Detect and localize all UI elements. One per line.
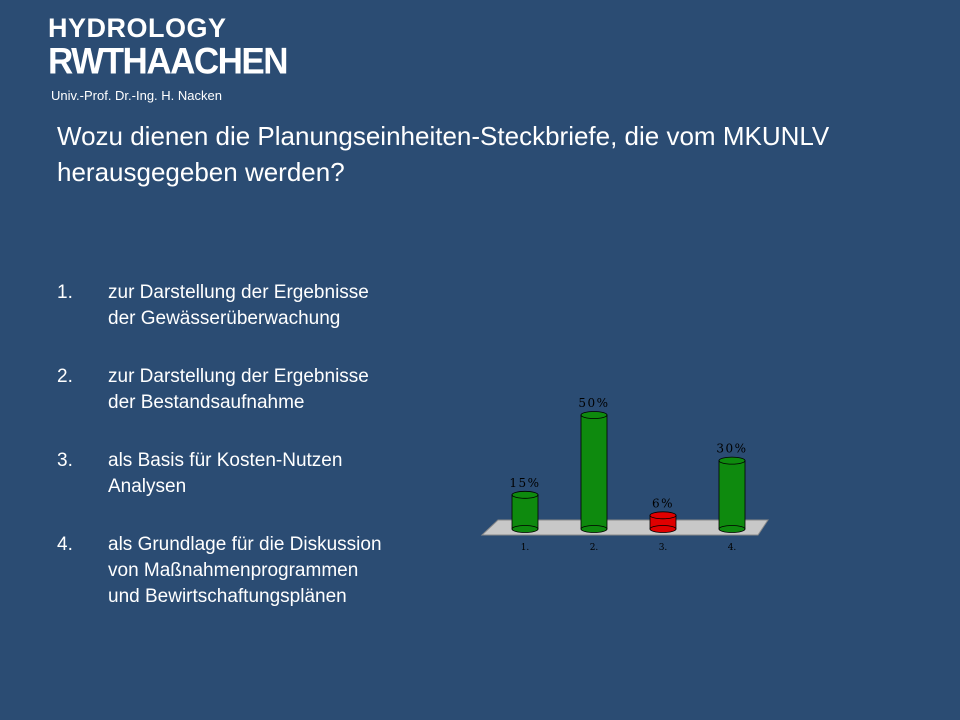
bar-top (580, 411, 608, 419)
answer-options: 1. zur Darstellung der Ergebnisse der Ge… (57, 280, 477, 642)
bar-top (718, 456, 746, 465)
data-label: 6% (652, 496, 674, 510)
logo-hydrology: HYDROLOGY (48, 13, 227, 43)
logo: HYDROLOGY RWTHAACHEN Univ.-Prof. Dr.-Ing… (48, 12, 289, 103)
bar-base (649, 525, 677, 533)
chart-floor (480, 519, 769, 536)
option-text: zur Darstellung der Ergebnisse der Besta… (108, 366, 369, 413)
chart-bar-3 (649, 511, 677, 533)
answer-option-2: 2. zur Darstellung der Ergebnisse der Be… (57, 364, 477, 416)
bar-base (580, 525, 608, 533)
tick-label: 4. (728, 543, 737, 553)
option-text: zur Darstellung der Ergebnisse der Gewäs… (108, 282, 369, 329)
answer-option-4: 4. als Grundlage für die Diskussion von … (57, 532, 477, 610)
tick-label: 1. (521, 543, 530, 553)
chart-bar-1 (511, 490, 539, 533)
option-number: 2. (57, 366, 73, 387)
chart-bar-2 (580, 411, 608, 533)
bar-body (718, 460, 746, 530)
tick-label: 2. (590, 543, 599, 553)
data-label: 15% (509, 476, 540, 490)
option-number: 1. (57, 282, 73, 303)
bar-top (511, 490, 539, 499)
bar-base (511, 525, 539, 533)
results-bar-chart: 15% 1. 50% 2. 6% 3. 30% 4. (480, 396, 769, 553)
logo-subtitle: Univ.-Prof. Dr.-Ing. H. Nacken (51, 88, 222, 103)
data-label: 50% (578, 396, 609, 410)
option-text: als Basis für Kosten-Nutzen Analysen (108, 450, 343, 497)
option-text: als Grundlage für die Diskussion von Maß… (108, 534, 382, 607)
option-number: 3. (57, 450, 73, 471)
bar-top (649, 511, 677, 520)
chart-bar-4 (718, 456, 746, 533)
answer-option-3: 3. als Basis für Kosten-Nutzen Analysen (57, 448, 477, 500)
answer-option-1: 1. zur Darstellung der Ergebnisse der Ge… (57, 280, 477, 332)
question-title: Wozu dienen die Planungseinheiten-Steckb… (57, 121, 830, 187)
bar-body (580, 414, 608, 530)
bar-base (718, 525, 746, 533)
tick-label: 3. (659, 543, 668, 553)
option-number: 4. (57, 534, 73, 555)
logo-rwth-aachen: RWTHAACHEN (48, 41, 289, 82)
data-label: 30% (716, 442, 747, 456)
bar-body (511, 494, 539, 530)
